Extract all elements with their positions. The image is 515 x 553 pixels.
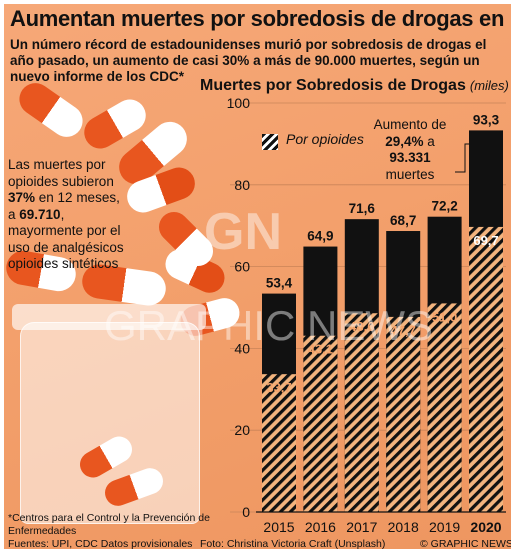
- chart-unit: (miles): [469, 78, 509, 93]
- bar-opioids: [386, 316, 421, 512]
- bar-opioids: [262, 374, 296, 512]
- x-tick-label: 2018: [388, 519, 419, 535]
- bar-opioids: [427, 303, 462, 512]
- x-tick-label: 2020: [470, 519, 501, 535]
- infographic: Aumentan muertes por sobredosis de droga…: [4, 4, 511, 549]
- bar-opioids: [303, 335, 338, 512]
- footnote: *Centros para el Control y la Prevención…: [8, 512, 210, 537]
- data-label-opioids: 47,7: [391, 323, 416, 338]
- x-tick-label: 2016: [305, 519, 336, 535]
- y-tick-label: 80: [234, 177, 250, 193]
- x-tick-label: 2015: [263, 519, 294, 535]
- x-tick-label: 2019: [429, 519, 460, 535]
- note-highlight: 37%: [8, 190, 36, 205]
- annotation-highlight: 93.331: [389, 150, 431, 165]
- data-label-opioids: 33,7: [266, 380, 291, 395]
- bar-opioids: [469, 226, 503, 512]
- data-label-opioids: 69,7: [473, 233, 498, 248]
- legend-swatch-opioids: [262, 134, 278, 150]
- annotation-highlight: 29,4%: [385, 133, 424, 149]
- legend-label-opioids: Por opioides: [286, 131, 364, 147]
- note-highlight: 69.710: [19, 206, 61, 222]
- y-tick-label: 20: [234, 422, 250, 438]
- sources: Fuentes: UPI, CDC Datos provisionales: [8, 538, 193, 549]
- annotation-text: a: [423, 133, 435, 149]
- y-tick-label: 100: [227, 95, 251, 111]
- data-label-opioids: 43,1: [308, 342, 333, 357]
- y-tick-label: 0: [242, 504, 250, 520]
- data-label-total: 93,3: [473, 112, 500, 127]
- y-tick-label: 60: [234, 259, 250, 275]
- data-label-opioids: 51,0: [432, 309, 457, 324]
- chart-title: Muertes por Sobredosis de Drogas (miles): [200, 77, 509, 95]
- data-label-total: 68,7: [390, 213, 416, 228]
- annotation-text: muertes: [385, 166, 435, 182]
- note-text: , mayormente por el uso de analgésicos o…: [8, 206, 124, 272]
- data-label-total: 71,6: [349, 201, 376, 216]
- data-label-total: 72,2: [431, 199, 457, 214]
- note-text: Las muertes por opioides subieron: [8, 157, 114, 189]
- annotation-leader: [455, 143, 469, 173]
- annotation-text: Aumento de: [373, 117, 447, 132]
- chart-title-text: Muertes por Sobredosis de Drogas: [200, 77, 466, 94]
- page-title: Aumentan muertes por sobredosis de droga…: [10, 6, 511, 31]
- y-tick-label: 40: [234, 340, 250, 356]
- opioid-deaths-note: Las muertes por opioides subieron 37% en…: [8, 157, 128, 273]
- photo-credit: Foto: Christina Victoria Craft (Unsplash…: [200, 538, 386, 549]
- data-label-total: 53,4: [266, 276, 293, 291]
- subtitle: Un número récord de estadounidenses muri…: [10, 37, 487, 84]
- agency-credit: © GRAPHIC NEWS: [420, 538, 511, 549]
- increase-annotation: Aumento de 29,4% a 93.331 muertes: [362, 117, 458, 183]
- note-text: en 12 meses, a: [8, 190, 120, 222]
- data-label-opioids: 48,6: [349, 319, 374, 334]
- bar-chart: 0 20 40 60 80 100 53,4 33,7 2015 64,9 43,1 2016 71,6…: [227, 95, 506, 535]
- bar-opioids: [344, 313, 379, 512]
- x-tick-label: 2017: [346, 519, 377, 535]
- data-label-total: 64,9: [307, 229, 333, 244]
